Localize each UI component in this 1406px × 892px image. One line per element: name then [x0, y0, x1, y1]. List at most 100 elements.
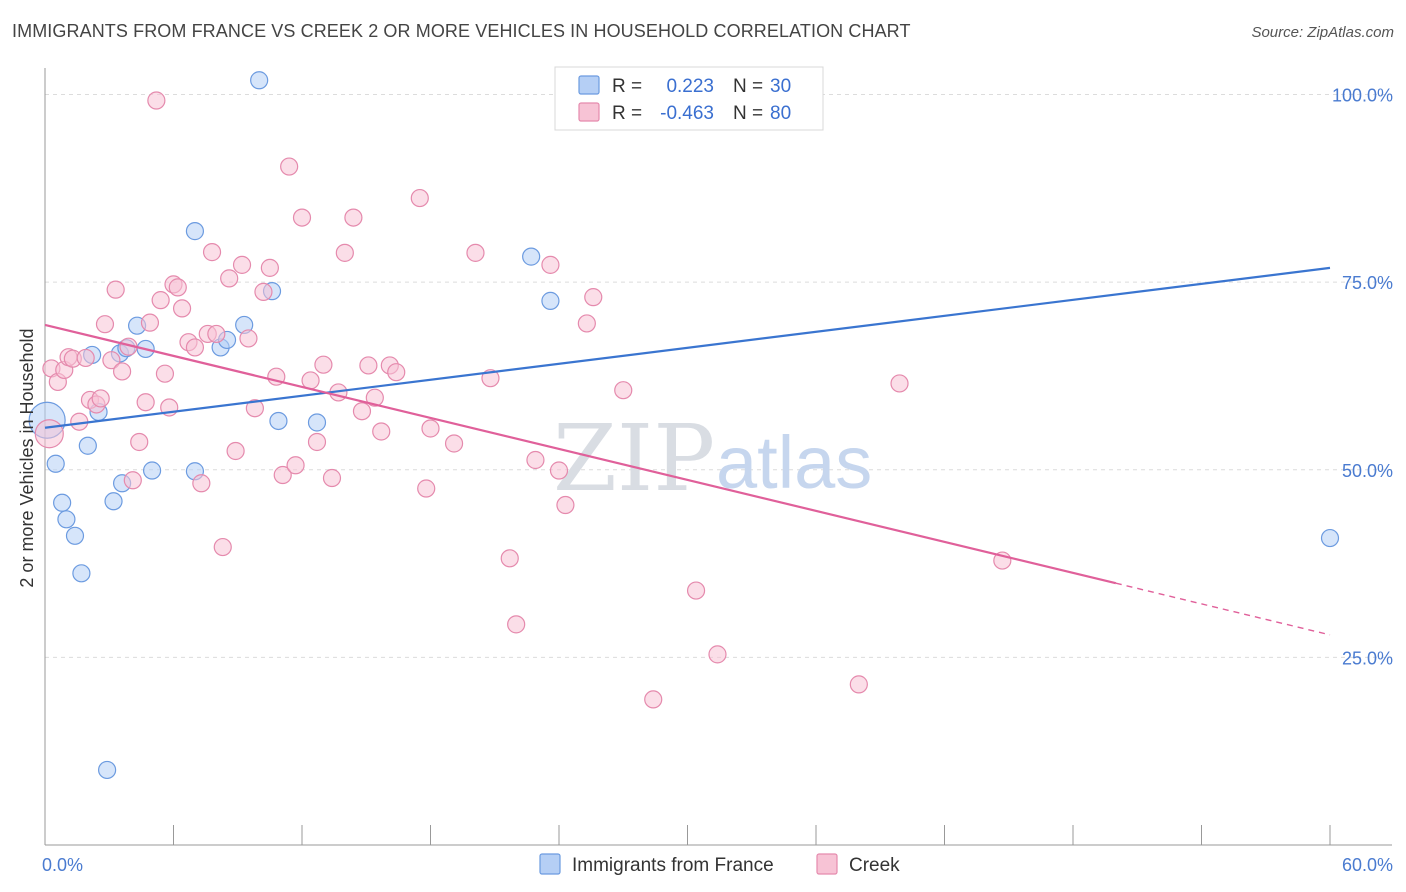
point-creek-68: [541, 255, 560, 274]
point-creek-10: [91, 389, 110, 408]
watermark-atlas: atlas: [716, 421, 872, 504]
point-creek-43: [280, 157, 299, 176]
legend-r-value-2: -0.463: [660, 103, 714, 124]
legend-n-value-1: 30: [770, 76, 791, 97]
point-creek-34: [220, 269, 239, 288]
point-creek-73: [644, 690, 663, 709]
bottom-legend: Immigrants from France Creek: [539, 853, 900, 876]
point-creek-22: [155, 364, 175, 383]
point-creek-69: [549, 461, 569, 480]
point-creek-0: [34, 419, 64, 449]
point-france-2: [53, 493, 72, 512]
legend-swatch-blue: [578, 75, 600, 95]
point-creek-79: [584, 288, 603, 307]
point-france-5: [72, 564, 91, 583]
point-creek-72: [614, 381, 633, 400]
point-france-6: [78, 436, 97, 455]
point-creek-55: [365, 388, 384, 407]
legend-box: [554, 66, 824, 131]
point-creek-61: [421, 419, 440, 438]
point-france-9: [98, 760, 117, 780]
point-creek-17: [130, 432, 149, 452]
trend-line-creek-extension: [1115, 582, 1331, 636]
point-creek-36: [232, 255, 252, 274]
legend-swatch-pink: [578, 102, 600, 122]
point-france-1: [46, 454, 65, 473]
point-france-23: [269, 411, 288, 431]
legend-r-value-1: 0.223: [666, 76, 714, 97]
bottom-legend-label-france: Immigrants from France: [572, 855, 774, 876]
point-creek-39: [254, 282, 273, 301]
point-creek-16: [123, 471, 142, 490]
point-creek-65: [500, 549, 519, 568]
bottom-legend-swatch-pink: [816, 853, 838, 875]
point-creek-46: [301, 371, 320, 390]
point-creek-62: [444, 434, 464, 453]
x-tick-label-0: 0.0%: [42, 855, 83, 875]
axes: [44, 68, 1392, 846]
point-france-24: [307, 413, 327, 432]
point-creek-31: [202, 243, 222, 262]
point-creek-7: [76, 348, 95, 368]
point-creek-12: [102, 351, 121, 370]
bottom-legend-swatch-blue: [539, 853, 561, 875]
point-creek-11: [95, 315, 115, 334]
point-france-28: [1320, 528, 1340, 548]
point-creek-26: [172, 299, 192, 318]
point-creek-45: [292, 208, 312, 227]
point-creek-71: [577, 314, 596, 333]
point-creek-38: [245, 399, 264, 418]
legend-r-label-2: R =: [612, 103, 642, 124]
point-creek-74: [686, 581, 706, 600]
y-tick-label-3: 100.0%: [1332, 86, 1393, 106]
point-france-21: [250, 71, 269, 90]
point-creek-40: [260, 258, 279, 277]
trend-lines: [44, 266, 1331, 636]
data-points: [28, 71, 1340, 780]
point-creek-33: [213, 537, 232, 557]
legend-r-label-1: R =: [612, 76, 642, 97]
point-france-16: [185, 222, 205, 241]
point-creek-18: [136, 393, 155, 412]
point-creek-52: [344, 208, 363, 227]
legend-n-label-1: N =: [733, 76, 763, 97]
point-france-26: [541, 291, 560, 310]
point-creek-13: [106, 280, 125, 299]
point-france-15: [142, 461, 162, 480]
y-tick-label-1: 50.0%: [1342, 461, 1393, 481]
point-france-4: [65, 526, 85, 545]
y-tick-label-2: 75.0%: [1342, 273, 1393, 293]
point-creek-19: [140, 313, 160, 332]
trend-line-creek: [44, 323, 1117, 585]
tick-labels: 25.0% 50.0% 75.0% 100.0% 0.0% 60.0%: [42, 86, 1393, 875]
point-creek-14: [112, 362, 132, 381]
point-creek-20: [147, 91, 166, 110]
point-creek-70: [556, 495, 575, 515]
point-creek-51: [335, 243, 354, 262]
point-creek-56: [372, 422, 391, 441]
point-creek-58: [387, 363, 406, 382]
point-creek-54: [359, 356, 378, 375]
point-creek-53: [352, 402, 372, 421]
point-creek-67: [526, 450, 545, 470]
y-tick-label-0: 25.0%: [1342, 648, 1393, 668]
point-creek-21: [151, 291, 170, 310]
legend-n-value-2: 80: [770, 103, 791, 124]
trend-line-france: [44, 266, 1331, 429]
y-axis-title: 2 or more Vehicles in Household: [17, 328, 37, 587]
point-france-10: [104, 492, 123, 511]
source-credit: Source: ZipAtlas.com: [1251, 24, 1394, 41]
point-creek-28: [185, 338, 205, 357]
point-creek-49: [322, 468, 342, 488]
grid-lines: [45, 94, 1392, 658]
point-creek-44: [286, 456, 305, 475]
point-creek-48: [314, 355, 333, 374]
point-creek-60: [417, 479, 436, 498]
point-creek-25: [168, 278, 187, 297]
point-france-25: [522, 247, 541, 266]
point-creek-29: [192, 474, 211, 493]
point-creek-66: [507, 615, 526, 634]
point-creek-42: [273, 465, 292, 485]
point-creek-32: [207, 324, 226, 344]
